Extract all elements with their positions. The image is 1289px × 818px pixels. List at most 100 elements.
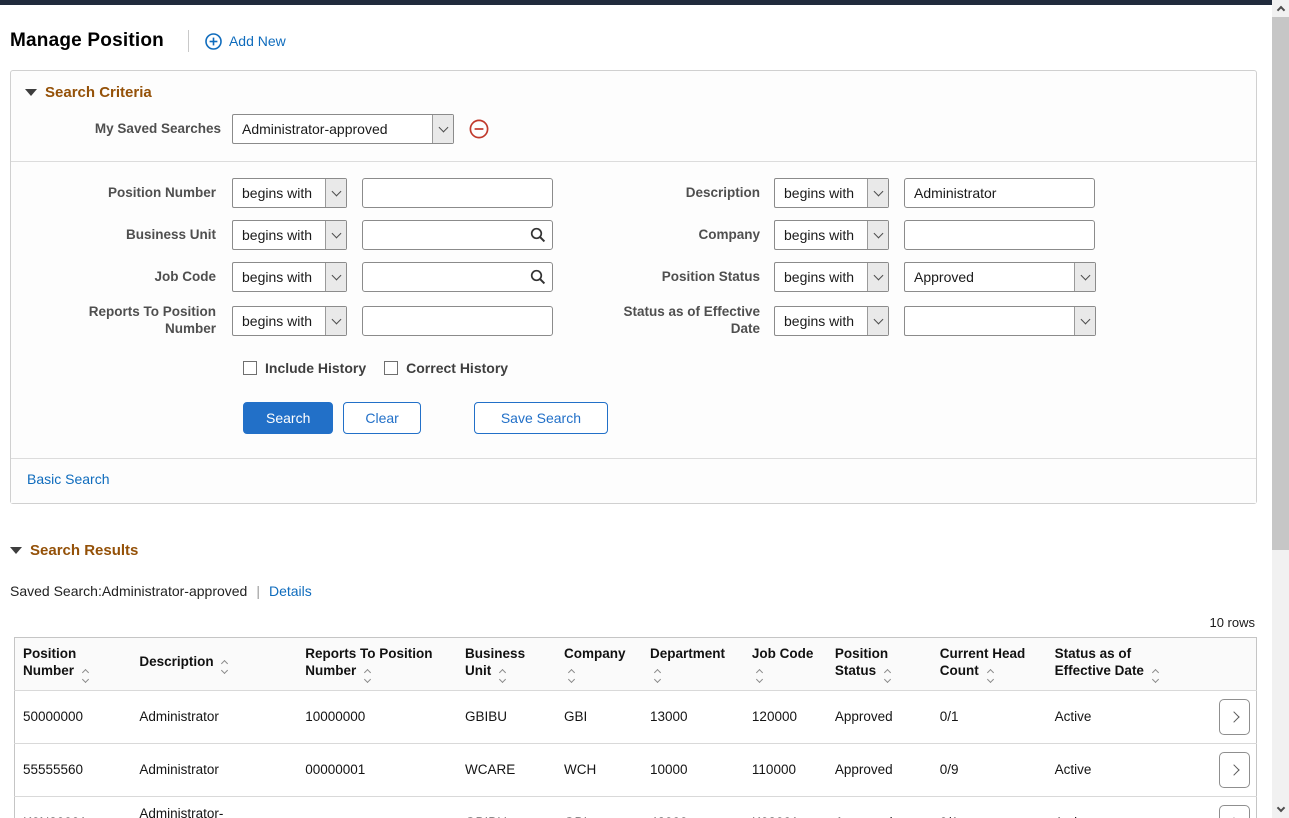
reports-to-position-number-input[interactable] — [362, 305, 553, 336]
scroll-up-button[interactable] — [1272, 0, 1289, 17]
company-label: Company — [698, 226, 760, 242]
description-input[interactable] — [904, 178, 1095, 208]
job-code-input[interactable] — [362, 262, 553, 292]
sort-icon[interactable] — [653, 668, 661, 683]
chevron-right-icon — [1227, 710, 1240, 723]
collapse-triangle-icon — [10, 546, 22, 554]
add-new-plus-circle-icon — [205, 32, 222, 50]
sort-icon[interactable] — [986, 668, 994, 683]
cell-position-status: Approved — [826, 795, 932, 818]
position-number-operator-select[interactable]: begins with — [232, 178, 347, 208]
collapse-triangle-icon — [25, 89, 37, 96]
vertical-scrollbar[interactable] — [1272, 0, 1289, 818]
position-status-operator-select[interactable]: begins with — [774, 262, 889, 292]
delete-saved-search-icon[interactable] — [469, 119, 489, 139]
panel-divider — [11, 161, 1256, 162]
cell-department: 42000 — [641, 795, 744, 818]
effective-date-operator-select[interactable]: begins with — [774, 305, 889, 336]
reports-to-operator-select[interactable]: begins with — [232, 305, 347, 336]
cell-status: Active — [1046, 742, 1185, 797]
sort-icon[interactable] — [1151, 668, 1159, 683]
business-unit-operator-select[interactable]: begins with — [232, 220, 347, 250]
my-saved-searches-label: My Saved Searches — [94, 120, 221, 136]
status-as-of-effective-date-select[interactable] — [904, 305, 1096, 336]
table-row[interactable]: 50000000 Administrator 10000000 GBIBU GB… — [14, 689, 1257, 744]
sort-icon[interactable] — [755, 668, 763, 683]
search-criteria-title: Search Criteria — [45, 84, 152, 101]
clear-button[interactable]: Clear — [343, 401, 421, 434]
cell-current-head-count: 0/1 — [931, 689, 1047, 744]
search-criteria-panel: Search Criteria My Saved Searches Admini… — [10, 70, 1257, 504]
top-window-bar — [0, 0, 1272, 5]
cell-job-code: 110000 — [743, 742, 827, 797]
scrollbar-thumb[interactable] — [1272, 17, 1289, 550]
cell-description: Administrator — [131, 689, 298, 744]
description-label: Description — [685, 184, 760, 200]
cell-business-unit: GBIBU — [457, 689, 556, 744]
col-company[interactable]: Company — [556, 637, 642, 690]
cell-company: GBI — [555, 795, 642, 818]
scroll-down-button[interactable] — [1272, 801, 1289, 818]
search-results-table: Position Number Description Reports To P… — [14, 636, 1257, 818]
col-position-number[interactable]: Position Number — [15, 637, 132, 690]
cell-business-unit: WCARE — [457, 742, 556, 797]
position-status-select[interactable]: Approved — [904, 262, 1096, 292]
table-row[interactable]: K0N30001 Administrator-NetworkSvcs GBIBU… — [14, 795, 1257, 818]
search-button[interactable]: Search — [243, 401, 334, 434]
save-search-button[interactable]: Save Search — [473, 401, 608, 434]
details-link[interactable]: Details — [268, 582, 312, 599]
include-history-label: Include History — [265, 359, 367, 376]
chevron-down-icon — [867, 306, 888, 335]
reports-to-position-number-label: Reports To Position Number — [88, 304, 216, 336]
sort-icon[interactable] — [363, 668, 372, 683]
col-department[interactable]: Department — [642, 637, 744, 690]
cell-status: Active — [1046, 795, 1185, 818]
col-description[interactable]: Description — [131, 637, 297, 690]
correct-history-checkbox[interactable] — [384, 360, 399, 375]
chevron-right-icon — [1227, 763, 1240, 776]
cell-reports-to — [297, 795, 458, 818]
col-reports-to-position-number[interactable]: Reports To Position Number — [297, 637, 457, 690]
sort-icon[interactable] — [883, 668, 891, 683]
col-status-as-of-effective-date[interactable]: Status as of Effective Date — [1047, 637, 1185, 690]
my-saved-searches-select[interactable]: Administrator-approved — [232, 114, 454, 144]
search-criteria-header[interactable]: Search Criteria — [25, 84, 1256, 101]
cell-position-number: K0N30001 — [14, 795, 132, 818]
col-position-status[interactable]: Position Status — [827, 637, 932, 690]
col-job-code[interactable]: Job Code — [744, 637, 827, 690]
chevron-down-icon — [325, 306, 346, 335]
cell-position-number: 55555560 — [14, 742, 132, 797]
chevron-down-icon — [325, 221, 346, 249]
chevron-down-icon — [867, 263, 888, 291]
add-new-button[interactable]: Add New — [205, 32, 286, 50]
pipe-separator: | — [256, 582, 260, 599]
sort-icon[interactable] — [499, 668, 507, 683]
col-business-unit[interactable]: Business Unit — [457, 637, 556, 690]
col-current-head-count[interactable]: Current Head Count — [932, 637, 1047, 690]
table-row[interactable]: 55555560 Administrator 00000001 WCARE WC… — [14, 742, 1257, 797]
position-status-label: Position Status — [661, 268, 760, 284]
business-unit-input[interactable] — [362, 220, 553, 250]
company-operator-select[interactable]: begins with — [774, 220, 889, 250]
business-unit-label: Business Unit — [125, 226, 216, 242]
include-history-checkbox[interactable] — [243, 360, 257, 375]
search-results-section: Search Results Saved Search:Administrato… — [10, 542, 1257, 818]
basic-search-link[interactable]: Basic Search — [27, 470, 110, 487]
row-count: 10 rows — [1209, 614, 1255, 630]
search-results-header[interactable]: Search Results — [10, 542, 1257, 559]
sort-icon[interactable] — [81, 668, 89, 683]
company-input[interactable] — [904, 220, 1095, 250]
row-select-button[interactable] — [1219, 698, 1250, 735]
sort-icon[interactable] — [567, 668, 576, 683]
sort-icon[interactable] — [221, 660, 229, 675]
position-number-input[interactable] — [362, 178, 553, 208]
description-operator-select[interactable]: begins with — [774, 178, 889, 208]
lookup-search-icon[interactable] — [530, 269, 546, 285]
row-select-button[interactable] — [1219, 804, 1250, 818]
row-select-button[interactable] — [1219, 751, 1250, 788]
job-code-operator-select[interactable]: begins with — [232, 262, 347, 292]
cell-description: Administrator — [131, 742, 298, 797]
chevron-down-icon — [1074, 263, 1095, 291]
cell-job-code: K03001 — [743, 795, 827, 818]
lookup-search-icon[interactable] — [530, 227, 546, 243]
